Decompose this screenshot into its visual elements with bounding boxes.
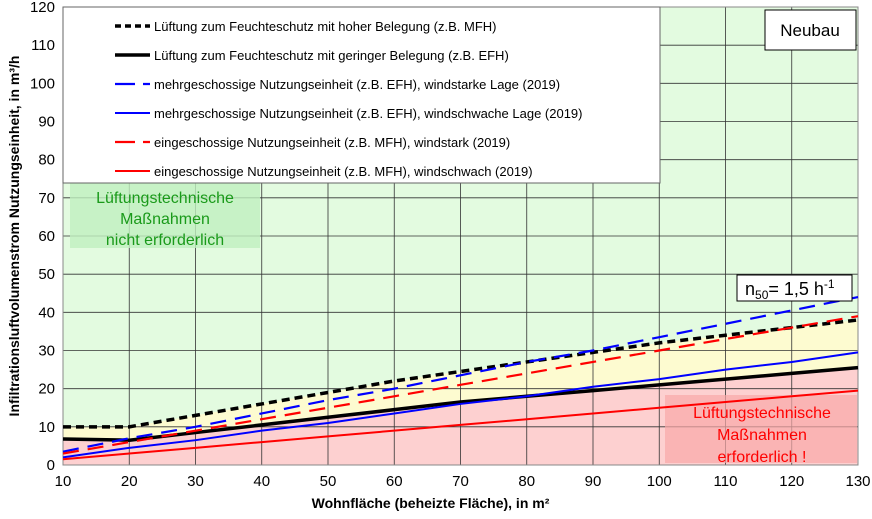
series-line	[62, 389, 859, 461]
red-annotation-box	[665, 395, 857, 463]
neubau-label: Neubau	[780, 21, 840, 40]
x-tick-label: 80	[518, 473, 535, 490]
y-tick-label: 70	[38, 190, 55, 207]
legend	[62, 6, 661, 184]
n50-part: -1	[824, 277, 835, 291]
red-annotation-text: Maßnahmen	[717, 427, 807, 444]
x-tick-label: 120	[779, 473, 804, 490]
x-tick-label: 30	[187, 473, 204, 490]
y-tick-label: 60	[38, 228, 55, 245]
green-annotation-text: nicht erforderlich	[106, 232, 224, 249]
series-line	[62, 315, 859, 455]
y-axis-label: Infiltrationsluftvolumenstrom Nutzungsei…	[6, 56, 22, 417]
n50-box	[736, 274, 853, 302]
legend-label: mehrgeschossige Nutzungseinheit (z.B. EF…	[154, 77, 560, 92]
x-tick-label: 50	[320, 473, 337, 490]
y-tick-label: 100	[30, 75, 55, 92]
x-tick-label: 20	[121, 473, 138, 490]
x-tick-label: 40	[253, 473, 270, 490]
n50-part: = 1,5 h	[768, 279, 824, 299]
n50-part: n	[745, 279, 755, 299]
y-tick-label: 20	[38, 381, 55, 398]
series-line	[62, 365, 859, 442]
green-annotation-text: Lüftungstechnische	[96, 190, 234, 207]
series-line	[63, 318, 859, 429]
y-tick-label: 50	[38, 266, 55, 283]
x-tick-label: 60	[386, 473, 403, 490]
legend-label: mehrgeschossige Nutzungseinheit (z.B. EF…	[154, 106, 583, 121]
legend-label: Lüftung zum Feuchteschutz mit geringer B…	[154, 48, 509, 63]
y-tick-label: 120	[30, 0, 55, 16]
x-tick-label: 90	[585, 473, 602, 490]
neubau-box	[764, 9, 857, 51]
legend-label: eingeschossige Nutzungseinheit (z.B. MFH…	[154, 164, 533, 179]
green-annotation-box	[70, 183, 260, 248]
x-tick-label: 10	[55, 473, 72, 490]
legend-label: Lüftung zum Feuchteschutz mit hoher Bele…	[154, 19, 497, 34]
x-tick-label: 70	[452, 473, 469, 490]
green-annotation-text: Maßnahmen	[120, 211, 210, 228]
series-line	[62, 295, 859, 453]
red-annotation-text: Lüftungstechnische	[693, 405, 831, 422]
y-tick-label: 30	[38, 343, 55, 360]
x-tick-label: 100	[647, 473, 672, 490]
x-axis-label: Wohnfläche (beheizte Fläche), in m²	[312, 495, 550, 511]
x-tick-label: 110	[714, 473, 738, 490]
x-tick-label: 130	[845, 473, 870, 490]
y-tick-label: 80	[38, 152, 55, 169]
n50-part: 50	[755, 288, 769, 302]
y-tick-label: 90	[38, 114, 55, 131]
y-tick-label: 40	[38, 304, 55, 321]
red-annotation-text: erforderlich !	[718, 449, 807, 466]
legend-label: eingeschossige Nutzungseinheit (z.B. MFH…	[154, 135, 510, 150]
y-tick-label: 110	[31, 37, 55, 54]
y-tick-label: 0	[47, 457, 55, 474]
n50-label: n50= 1,5 h-1	[745, 277, 835, 302]
series-line	[62, 351, 859, 459]
y-tick-label: 10	[38, 419, 55, 436]
